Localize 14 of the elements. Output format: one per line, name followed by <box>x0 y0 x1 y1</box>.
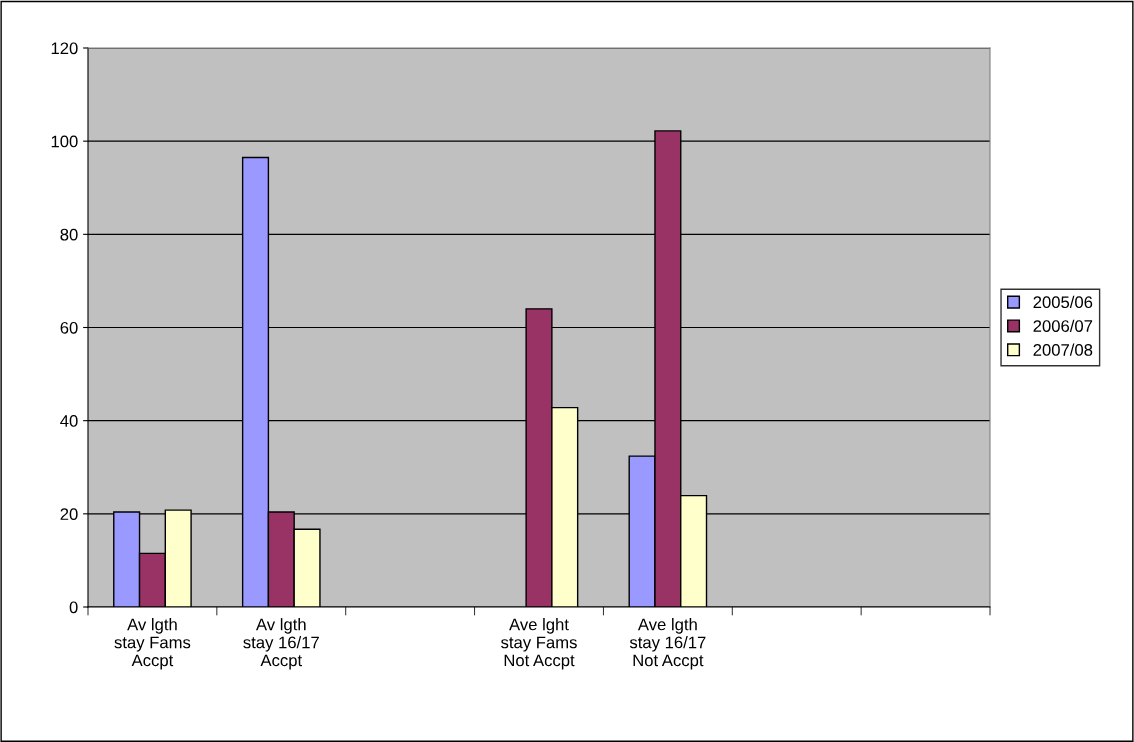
y-tick-label: 120 <box>51 42 78 55</box>
y-tick-label: 40 <box>60 415 78 427</box>
x-tick-label: Av lgth stay 16/17 Accpt <box>243 618 319 670</box>
x-tick-label: Av lgth stay Fams Accpt <box>114 618 191 670</box>
x-tick-label: Ave lgth stay 16/17 Not Accpt <box>629 618 706 670</box>
y-tick-label: 100 <box>51 135 78 148</box>
y-tick-label: 80 <box>60 228 78 241</box>
y-tick-label: 0 <box>69 601 78 614</box>
legend-label: 2006/07 <box>1033 319 1093 332</box>
x-tick-label: Ave lght stay Fams Not Accpt <box>501 618 577 670</box>
y-tick-label: 60 <box>60 321 78 334</box>
legend-label: 2005/06 <box>1033 295 1093 309</box>
y-tick-label: 20 <box>60 508 78 521</box>
legend-label: 2007/08 <box>1033 343 1093 356</box>
